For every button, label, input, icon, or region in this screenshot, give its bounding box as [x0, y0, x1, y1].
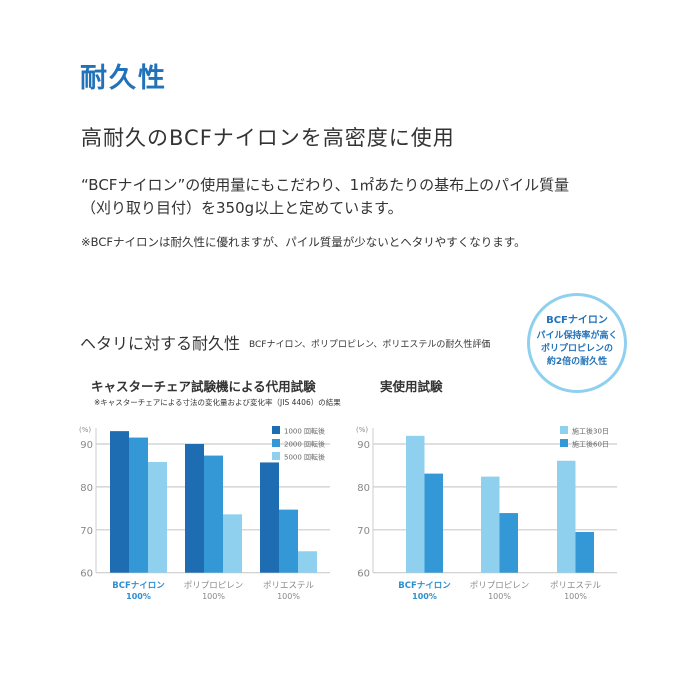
y-tick-label: 90 [357, 440, 370, 451]
x-tick-label: ポリプロピレン [184, 581, 244, 591]
y-tick-label: 80 [357, 483, 370, 494]
x-tick-sublabel: 100% [202, 592, 225, 601]
legend-swatch [272, 426, 280, 434]
callout-badge: BCFナイロン パイル保持率が高く ポリプロピレンの 約2倍の耐久性 [527, 293, 627, 393]
x-tick-label: ポリエステル [263, 581, 315, 591]
bar [424, 473, 443, 573]
x-tick-sublabel: 100% [564, 592, 587, 601]
body-line-1: “BCFナイロン”の使用量にもこだわり、1㎡あたりの基布上のパイル質量 [81, 176, 570, 194]
bar [279, 509, 298, 573]
y-tick-label: 70 [357, 526, 370, 537]
x-tick-sublabel: 100% [488, 592, 511, 601]
bar [499, 513, 518, 573]
callout-line: パイル保持率が高く [536, 331, 618, 341]
legend-swatch [272, 439, 280, 447]
bar [406, 435, 425, 573]
x-tick-label: ポリエステル [550, 581, 602, 591]
x-tick-sublabel: 100% [126, 592, 151, 601]
note: ※BCFナイロンは耐久性に優れますが、パイル質量が少ないとヘタリやすくなります。 [81, 235, 526, 249]
bar [204, 455, 223, 573]
bar [223, 514, 242, 573]
chart2-title: 実使用試験 [380, 379, 443, 394]
legend-label: 5000 回転後 [284, 453, 325, 462]
bar [110, 431, 129, 573]
section-subtitle: BCFナイロン、ポリプロピレン、ポリエステルの耐久性評価 [249, 340, 491, 350]
section-title: ヘタリに対する耐久性 [80, 334, 241, 353]
legend-label: 施工後30日 [572, 427, 609, 436]
callout-line: ポリプロピレンの [540, 344, 613, 354]
x-tick-sublabel: 100% [277, 592, 300, 601]
x-tick-label: ポリプロピレン [470, 581, 530, 591]
body-line-2: （刈り取り目付）を350g以上と定めています。 [81, 199, 403, 217]
bar [481, 476, 500, 573]
legend-label: 2000 回転後 [284, 440, 325, 449]
legend-label: 施工後60日 [572, 440, 609, 449]
x-tick-sublabel: 100% [412, 592, 437, 601]
x-tick-label: BCFナイロン [398, 581, 451, 591]
x-tick-label: BCFナイロン [112, 581, 165, 591]
legend-swatch [560, 426, 568, 434]
y-tick-label: 80 [80, 483, 93, 494]
callout-line: 約2倍の耐久性 [546, 357, 608, 367]
bar [148, 462, 167, 573]
chart1-subtitle: ※キャスターチェアによる寸法の変化量および変化率（JIS 4406）の結果 [94, 398, 341, 407]
y-tick-label: 60 [357, 569, 370, 580]
subheading: 高耐久のBCFナイロンを高密度に使用 [81, 126, 455, 150]
callout-heading: BCFナイロン [546, 315, 608, 326]
y-axis-unit: (%) [356, 426, 368, 434]
bar [129, 437, 148, 573]
y-axis-unit: (%) [79, 426, 91, 434]
page-title: 耐久性 [80, 63, 167, 94]
bar [575, 531, 594, 573]
chart1-title: キャスターチェア試験機による代用試験 [91, 379, 316, 394]
bar [298, 551, 317, 573]
bar [557, 460, 576, 573]
legend-swatch [560, 439, 568, 447]
legend-swatch [272, 452, 280, 460]
legend-label: 1000 回転後 [284, 427, 325, 436]
bar [260, 462, 279, 573]
bar [185, 444, 204, 573]
y-tick-label: 90 [80, 440, 93, 451]
y-tick-label: 60 [80, 569, 93, 580]
y-tick-label: 70 [80, 526, 93, 537]
